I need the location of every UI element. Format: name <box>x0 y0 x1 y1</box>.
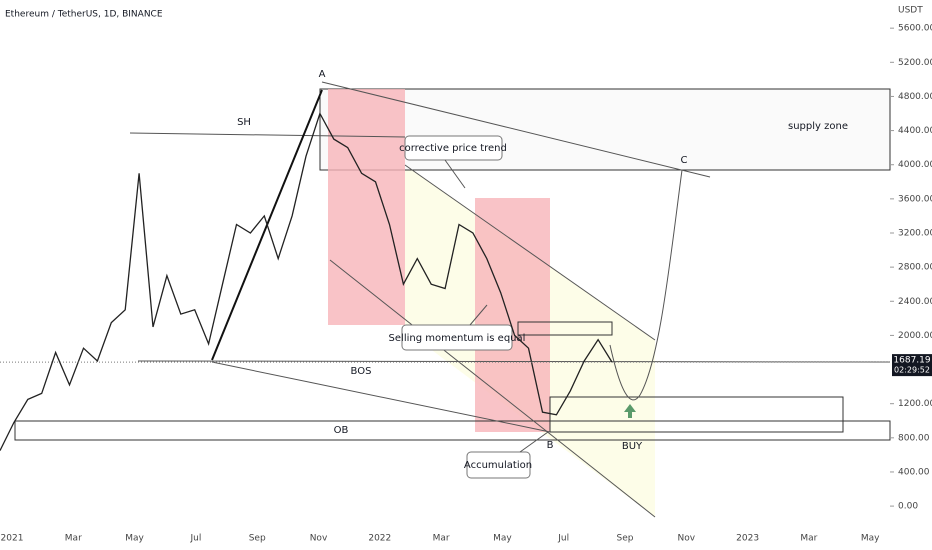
x-tick-label: May <box>861 534 880 544</box>
channel-line <box>329 259 656 518</box>
chart-title: Ethereum / TetherUS, 1D, BINANCE <box>5 10 163 20</box>
callout-pointer <box>444 159 466 189</box>
price-line <box>0 111 613 451</box>
buy-zone <box>549 396 844 433</box>
price-label-box <box>892 354 932 377</box>
x-tick-label: Sep <box>617 534 634 544</box>
label: BUY <box>622 441 643 452</box>
y-tick-label: 2000.00 <box>898 331 932 341</box>
pink-zone <box>328 89 405 325</box>
y-tick-label: 2800.00 <box>898 263 932 273</box>
label: BOS <box>351 366 372 377</box>
countdown: 02:29:52 <box>894 366 930 375</box>
x-tick-label: Mar <box>65 534 82 544</box>
label: supply zone <box>788 121 848 132</box>
callout <box>404 135 503 161</box>
pink-zone <box>475 198 550 432</box>
y-tick-label: 4400.00 <box>898 126 932 136</box>
ob-zone <box>14 420 891 441</box>
y-tick-label: 0.00 <box>898 502 918 512</box>
x-tick-label: Jul <box>557 534 569 544</box>
x-tick-label: May <box>493 534 512 544</box>
x-tick-label: Sep <box>249 534 266 544</box>
x-tick-label: Nov <box>310 534 328 544</box>
channel-line <box>404 164 656 341</box>
callout <box>466 451 531 479</box>
bos-line <box>137 360 891 363</box>
x-tick-label: May <box>125 534 144 544</box>
y-tick-label: 3200.00 <box>898 228 932 238</box>
y-tick-label: 4800.00 <box>898 92 932 102</box>
label: Accumulation <box>464 460 532 471</box>
y-tick-label: 4000.00 <box>898 160 932 170</box>
buy-arrow <box>624 404 636 418</box>
sh-line <box>129 132 406 138</box>
y-tick-label: 5600.00 <box>898 24 932 34</box>
y-axis-label: USDT <box>898 6 923 16</box>
x-tick-label: 2021 <box>1 534 24 544</box>
label: SH <box>237 117 251 128</box>
x-tick-label: Jul <box>189 534 201 544</box>
x-tick-label: 2022 <box>368 534 391 544</box>
y-tick-label: 5200.00 <box>898 58 932 68</box>
y-tick-label: 2400.00 <box>898 297 932 307</box>
callout <box>401 324 513 351</box>
label: B <box>547 440 554 451</box>
y-tick-label: 1200.00 <box>898 399 932 409</box>
label: Selling momentum is equal <box>389 333 526 344</box>
label: corrective price trend <box>399 143 507 154</box>
x-tick-label: Nov <box>678 534 696 544</box>
y-tick-label: 3600.00 <box>898 194 932 204</box>
trend-line <box>321 81 711 178</box>
price-label: 1687.19 02:29:52 <box>892 354 932 377</box>
label: OB <box>334 425 349 436</box>
callout-pointer <box>519 431 549 453</box>
projection <box>609 169 683 401</box>
label: C <box>681 155 688 166</box>
box <box>517 321 613 336</box>
last-price: 1687.19 <box>893 356 930 366</box>
x-tick-label: Mar <box>800 534 817 544</box>
y-tick-label: 800.00 <box>898 433 930 443</box>
y-tick-label: 400.00 <box>898 467 930 477</box>
x-tick-label: Mar <box>433 534 450 544</box>
label: A <box>319 69 326 80</box>
callout-pointer <box>469 304 488 326</box>
drawings: A SH corrective price trend supply zone … <box>14 69 891 518</box>
x-tick-label: 2023 <box>736 534 759 544</box>
diag-line <box>211 361 551 433</box>
